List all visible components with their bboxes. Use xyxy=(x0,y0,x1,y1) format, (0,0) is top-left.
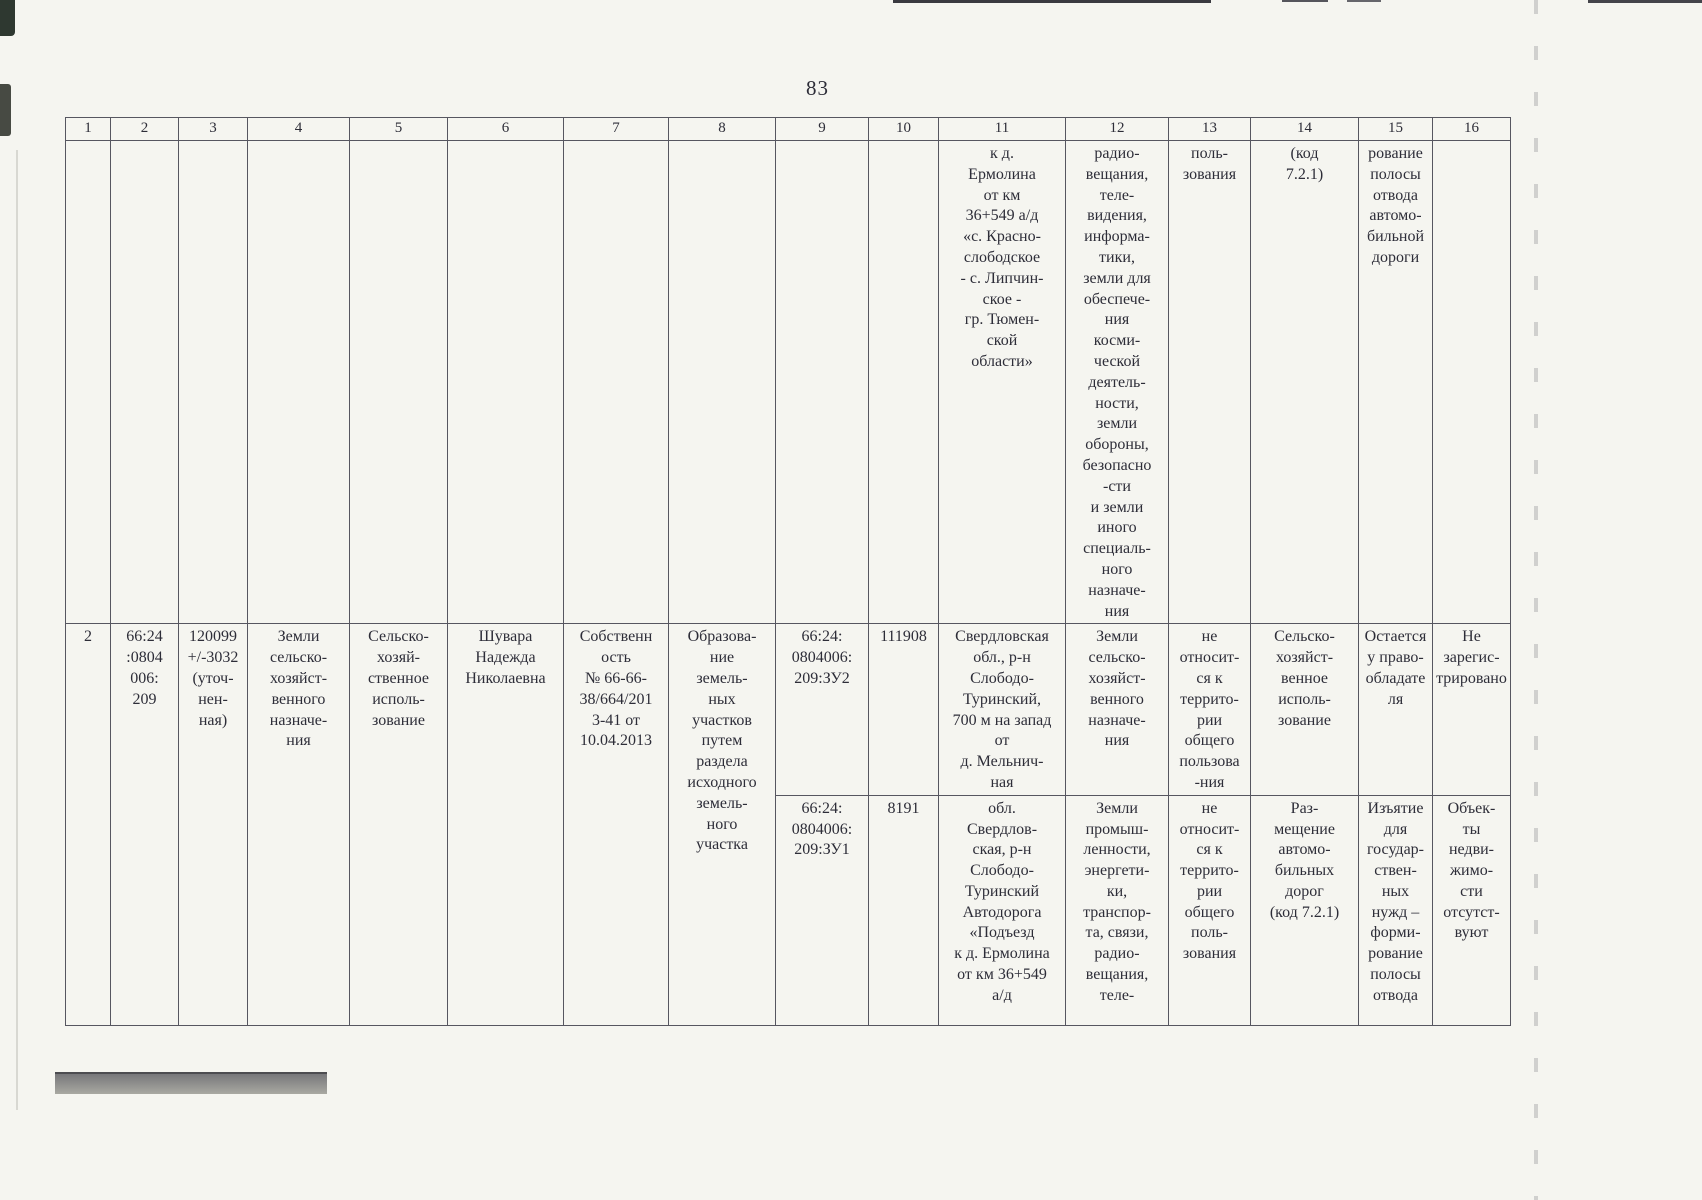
scan-artifact-corner xyxy=(0,0,15,36)
scan-artifact-right-streak xyxy=(1534,0,1538,1200)
scan-artifact-top-dash xyxy=(1347,0,1381,2)
column-number-5: 5 xyxy=(349,117,448,141)
column-number-2: 2 xyxy=(110,117,179,141)
cell-carry-land-category: радио- вещания, теле- видения, информа- … xyxy=(1065,139,1169,625)
cell-zu1-land-category: Земли промыш- ленности, энергети- ки, тр… xyxy=(1065,794,1169,1026)
column-number-3: 3 xyxy=(178,117,248,141)
cell-zu1-area: 8191 xyxy=(868,794,939,1026)
cell-zu1-rights: Изъятие для государ- ствен- ных нужд – ф… xyxy=(1358,794,1433,1026)
column-number-row: 1 2 3 4 5 6 7 8 9 10 11 12 13 14 15 16 xyxy=(65,117,1511,141)
cell-zu2-number: 66:24: 0804006: 209:ЗУ2 xyxy=(775,623,869,796)
cell-zu1-use: Раз- мещение автомо- бильных дорог (код … xyxy=(1250,794,1359,1026)
cell-carry-c5 xyxy=(349,139,448,625)
row2-subrow-1: 2 66:24 :0804 006: 209 120099 +/-3032 (у… xyxy=(65,623,1511,1026)
cell-carry-c16 xyxy=(1432,139,1511,625)
cell-zu2-location: Свердловская обл., р-н Слободо- Турински… xyxy=(938,623,1066,796)
cell-zu2-territory: не относит- ся к террито- рии общего пол… xyxy=(1168,623,1251,796)
column-number-6: 6 xyxy=(447,117,564,141)
column-number-15: 15 xyxy=(1358,117,1433,141)
column-number-4: 4 xyxy=(247,117,350,141)
cell-carry-use: поль- зования xyxy=(1168,139,1251,625)
carryover-row: к д. Ермолина от км 36+549 а/д «с. Красн… xyxy=(65,139,1511,625)
cell-carry-c6 xyxy=(447,139,564,625)
column-number-10: 10 xyxy=(868,117,939,141)
scan-artifact-top-dash xyxy=(893,0,1211,3)
cell-row2-ownership: Собственн ость № 66-66- 38/664/201 3-41 … xyxy=(563,623,669,1026)
column-number-14: 14 xyxy=(1250,117,1359,141)
land-parcels-table: 1 2 3 4 5 6 7 8 9 10 11 12 13 14 15 16 xyxy=(65,117,1511,1026)
cell-row2-number: 2 xyxy=(65,623,111,1026)
cell-zu2-use: Сельско- хозяйст- венное исполь- зование xyxy=(1250,623,1359,796)
column-number-7: 7 xyxy=(563,117,669,141)
cell-zu1-territory: не относит- ся к террито- рии общего пол… xyxy=(1168,794,1251,1026)
column-number-13: 13 xyxy=(1168,117,1251,141)
column-number-11: 11 xyxy=(938,117,1066,141)
cell-carry-c2 xyxy=(110,139,179,625)
scan-artifact-bottom-bar xyxy=(55,1072,327,1094)
cell-carry-c1 xyxy=(65,139,111,625)
scan-artifact-top-dash xyxy=(1588,0,1702,3)
column-number-1: 1 xyxy=(65,117,111,141)
column-number-8: 8 xyxy=(668,117,776,141)
cell-carry-c10 xyxy=(868,139,939,625)
cell-carry-road-strip: рование полосы отвода автомо- бильной до… xyxy=(1358,139,1433,625)
page-number: 83 xyxy=(806,76,829,100)
row2-subrow-2: 66:24: 0804006: 209:ЗУ1 8191 обл. Свердл… xyxy=(66,794,1511,1026)
column-number-12: 12 xyxy=(1065,117,1169,141)
cell-carry-location: к д. Ермолина от км 36+549 а/д «с. Красн… xyxy=(938,139,1066,625)
cell-zu2-rights: Остается у право- обладате ля xyxy=(1358,623,1433,796)
cell-zu2-land-category: Земли сельско- хозяйст- венного назначе-… xyxy=(1065,623,1169,796)
column-number-9: 9 xyxy=(775,117,869,141)
cell-carry-c3 xyxy=(178,139,248,625)
cell-zu1-number: 66:24: 0804006: 209:ЗУ1 xyxy=(775,794,869,1026)
cell-carry-code: (код 7.2.1) xyxy=(1250,139,1359,625)
cell-zu2-area: 111908 xyxy=(868,623,939,796)
cell-row2-land-category: Земли сельско- хозяйст- венного назначе-… xyxy=(247,623,350,1026)
cell-row2-cadastral-number: 66:24 :0804 006: 209 xyxy=(110,623,179,1026)
cell-row2-formation: Образова- ние земель- ных участков путем… xyxy=(668,623,776,1026)
cell-zu1-location: обл. Свердлов- ская, р-н Слободо- Туринс… xyxy=(938,794,1066,1026)
cell-carry-c9 xyxy=(775,139,869,625)
cell-row2-area: 120099 +/-3032 (уточ- нен- ная) xyxy=(178,623,248,1026)
cell-carry-c7 xyxy=(563,139,669,625)
scan-artifact-left-blotch xyxy=(0,84,11,136)
scan-artifact-top-dash xyxy=(1282,0,1328,2)
cell-carry-c8 xyxy=(668,139,776,625)
cell-carry-c4 xyxy=(247,139,350,625)
cell-zu2-registration: Не зарегис- трировано xyxy=(1432,623,1511,796)
cell-zu1-objects: Объек- ты недви- жимо- сти отсутст- вуют xyxy=(1432,794,1511,1026)
cell-row2-owner: Шувара Надежда Николаевна xyxy=(447,623,564,1026)
cell-row2-permitted-use: Сельско- хозяй- ственное исполь- зование xyxy=(349,623,448,1026)
scan-artifact-left-streak xyxy=(16,150,18,1110)
column-number-16: 16 xyxy=(1432,117,1511,141)
